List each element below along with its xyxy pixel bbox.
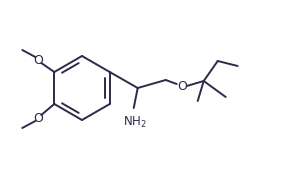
Text: NH$_2$: NH$_2$	[123, 115, 147, 130]
Text: O: O	[33, 54, 43, 67]
Text: O: O	[33, 111, 43, 124]
Text: O: O	[177, 79, 187, 92]
